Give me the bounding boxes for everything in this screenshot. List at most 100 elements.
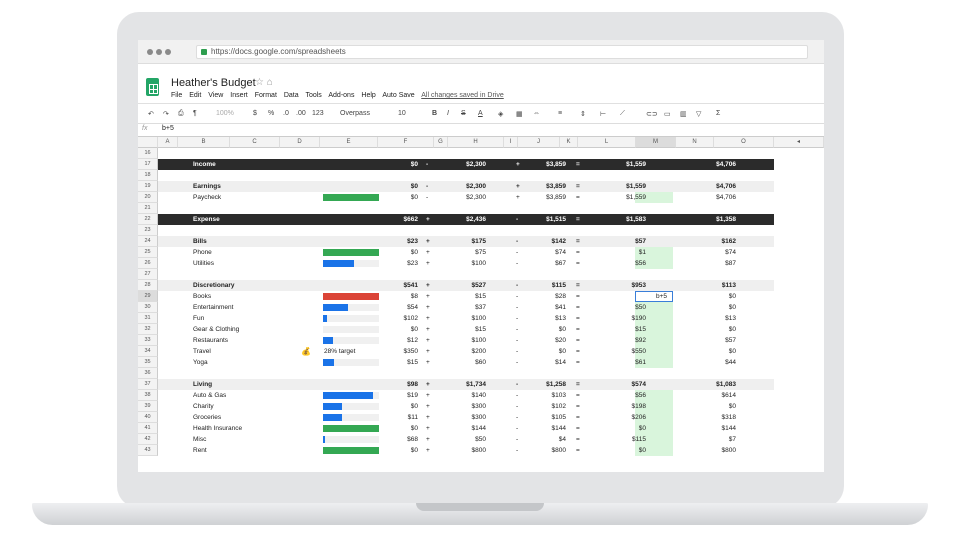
cell-i[interactable]: -: [516, 293, 519, 300]
column-header[interactable]: C: [230, 137, 280, 148]
cell-g[interactable]: +: [426, 381, 430, 388]
cell-n[interactable]: $318: [721, 414, 736, 421]
cell-g[interactable]: +: [426, 359, 430, 366]
cell-f[interactable]: $350: [403, 348, 418, 355]
column-header[interactable]: G: [434, 137, 448, 148]
cell-g[interactable]: +: [426, 326, 430, 333]
cell-g[interactable]: +: [426, 348, 430, 355]
selected-cell-text[interactable]: b+5: [656, 293, 668, 300]
highlight-cell[interactable]: [635, 390, 673, 401]
cell-j[interactable]: $3,859: [546, 183, 566, 190]
cell-f[interactable]: $68: [407, 436, 418, 443]
cell-l[interactable]: $57: [635, 238, 646, 245]
cell-h[interactable]: $200: [471, 348, 486, 355]
cell-h[interactable]: $144: [471, 425, 486, 432]
cell-g[interactable]: +: [426, 337, 430, 344]
cell-l[interactable]: $56: [635, 260, 646, 267]
cell-i[interactable]: -: [516, 315, 519, 322]
cell-j[interactable]: $3,859: [546, 194, 566, 201]
cell-h[interactable]: $60: [475, 359, 486, 366]
cell-f[interactable]: $12: [407, 337, 418, 344]
cell-n[interactable]: $0: [728, 293, 736, 300]
cell-g[interactable]: +: [426, 403, 430, 410]
highlight-cell[interactable]: [635, 346, 673, 357]
cell-j[interactable]: $102: [551, 403, 566, 410]
cell-j[interactable]: $142: [551, 238, 566, 245]
cell-g[interactable]: +: [426, 238, 430, 245]
row-header[interactable]: 40: [138, 412, 158, 423]
column-header[interactable]: H: [448, 137, 504, 148]
cell-l[interactable]: $1,559: [626, 161, 646, 168]
wrap-icon[interactable]: ⊢: [600, 111, 607, 118]
cell-j[interactable]: $28: [555, 293, 566, 300]
row-header[interactable]: 22: [138, 214, 158, 225]
cell-l[interactable]: $61: [635, 359, 646, 366]
merge-icon[interactable]: ⇔: [533, 110, 540, 117]
window-dot-zoom[interactable]: [165, 49, 171, 55]
cell-h[interactable]: $175: [471, 238, 486, 245]
cell-f[interactable]: $0: [410, 447, 418, 454]
font-select[interactable]: Overpass: [340, 110, 370, 117]
cell-i[interactable]: -: [516, 436, 519, 443]
cell-l[interactable]: $115: [632, 436, 646, 443]
cell-n[interactable]: $1,083: [716, 381, 736, 388]
cell-h[interactable]: $75: [475, 249, 486, 256]
cell-g[interactable]: -: [426, 194, 429, 201]
cell-l[interactable]: $1,583: [626, 216, 646, 223]
cell-h[interactable]: $2,300: [466, 194, 486, 201]
cell-i[interactable]: -: [516, 282, 519, 289]
cell-h[interactable]: $15: [475, 326, 486, 333]
highlight-cell[interactable]: [635, 434, 673, 445]
row-header[interactable]: 29: [138, 291, 158, 302]
cell-l[interactable]: $15: [635, 326, 646, 333]
window-dot-minimize[interactable]: [156, 49, 162, 55]
cell-j[interactable]: $800: [551, 447, 566, 454]
cell-k[interactable]: =: [576, 447, 580, 454]
cell-k[interactable]: =: [576, 403, 580, 410]
link-icon[interactable]: ⊂⊃: [646, 111, 658, 118]
cell-i[interactable]: -: [516, 425, 519, 432]
row-header[interactable]: 37: [138, 379, 158, 390]
row-header[interactable]: 39: [138, 401, 158, 412]
cell-i[interactable]: -: [516, 216, 519, 223]
cell-f[interactable]: $11: [407, 414, 418, 421]
cell-i[interactable]: +: [516, 183, 520, 190]
cell-j[interactable]: $144: [551, 425, 566, 432]
bold-button[interactable]: B: [432, 110, 438, 117]
cell-n[interactable]: $162: [721, 238, 736, 245]
undo-icon[interactable]: ↶: [148, 111, 154, 118]
cell-h[interactable]: $2,300: [466, 161, 486, 168]
highlight-cell[interactable]: [635, 445, 673, 456]
cell-n[interactable]: $4,706: [716, 194, 736, 201]
cell-i[interactable]: -: [516, 381, 519, 388]
cell-g[interactable]: +: [426, 315, 430, 322]
cell-i[interactable]: -: [516, 414, 519, 421]
fill-color-icon[interactable]: ◈: [498, 111, 504, 118]
decrease-decimal-button[interactable]: .0: [283, 110, 289, 117]
cell-f[interactable]: $8: [410, 293, 418, 300]
cell-i[interactable]: +: [516, 161, 520, 168]
row-header[interactable]: 42: [138, 434, 158, 445]
menu-autosave[interactable]: Auto Save: [382, 92, 415, 99]
formula-input[interactable]: b+5: [162, 125, 174, 132]
highlight-cell[interactable]: [635, 313, 673, 324]
cell-i[interactable]: -: [516, 260, 519, 267]
cell-l[interactable]: $1: [638, 249, 646, 256]
cell-h[interactable]: $100: [471, 337, 486, 344]
cell-g[interactable]: +: [426, 425, 430, 432]
cell-k[interactable]: =: [576, 194, 580, 201]
cell-f[interactable]: $0: [410, 326, 418, 333]
row-header[interactable]: 28: [138, 280, 158, 291]
row-header[interactable]: 41: [138, 423, 158, 434]
cell-n[interactable]: $113: [721, 282, 736, 289]
cell-j[interactable]: $14: [555, 359, 566, 366]
filter-icon[interactable]: ▽: [696, 111, 702, 118]
cell-j[interactable]: $103: [551, 392, 566, 399]
currency-button[interactable]: $: [253, 110, 257, 117]
menu-edit[interactable]: Edit: [189, 92, 202, 99]
cell-j[interactable]: $74: [555, 249, 566, 256]
more-formats-button[interactable]: 123: [312, 110, 324, 117]
cell-j[interactable]: $4: [558, 436, 566, 443]
menu-file[interactable]: File: [171, 92, 183, 99]
row-header[interactable]: 23: [138, 225, 158, 236]
